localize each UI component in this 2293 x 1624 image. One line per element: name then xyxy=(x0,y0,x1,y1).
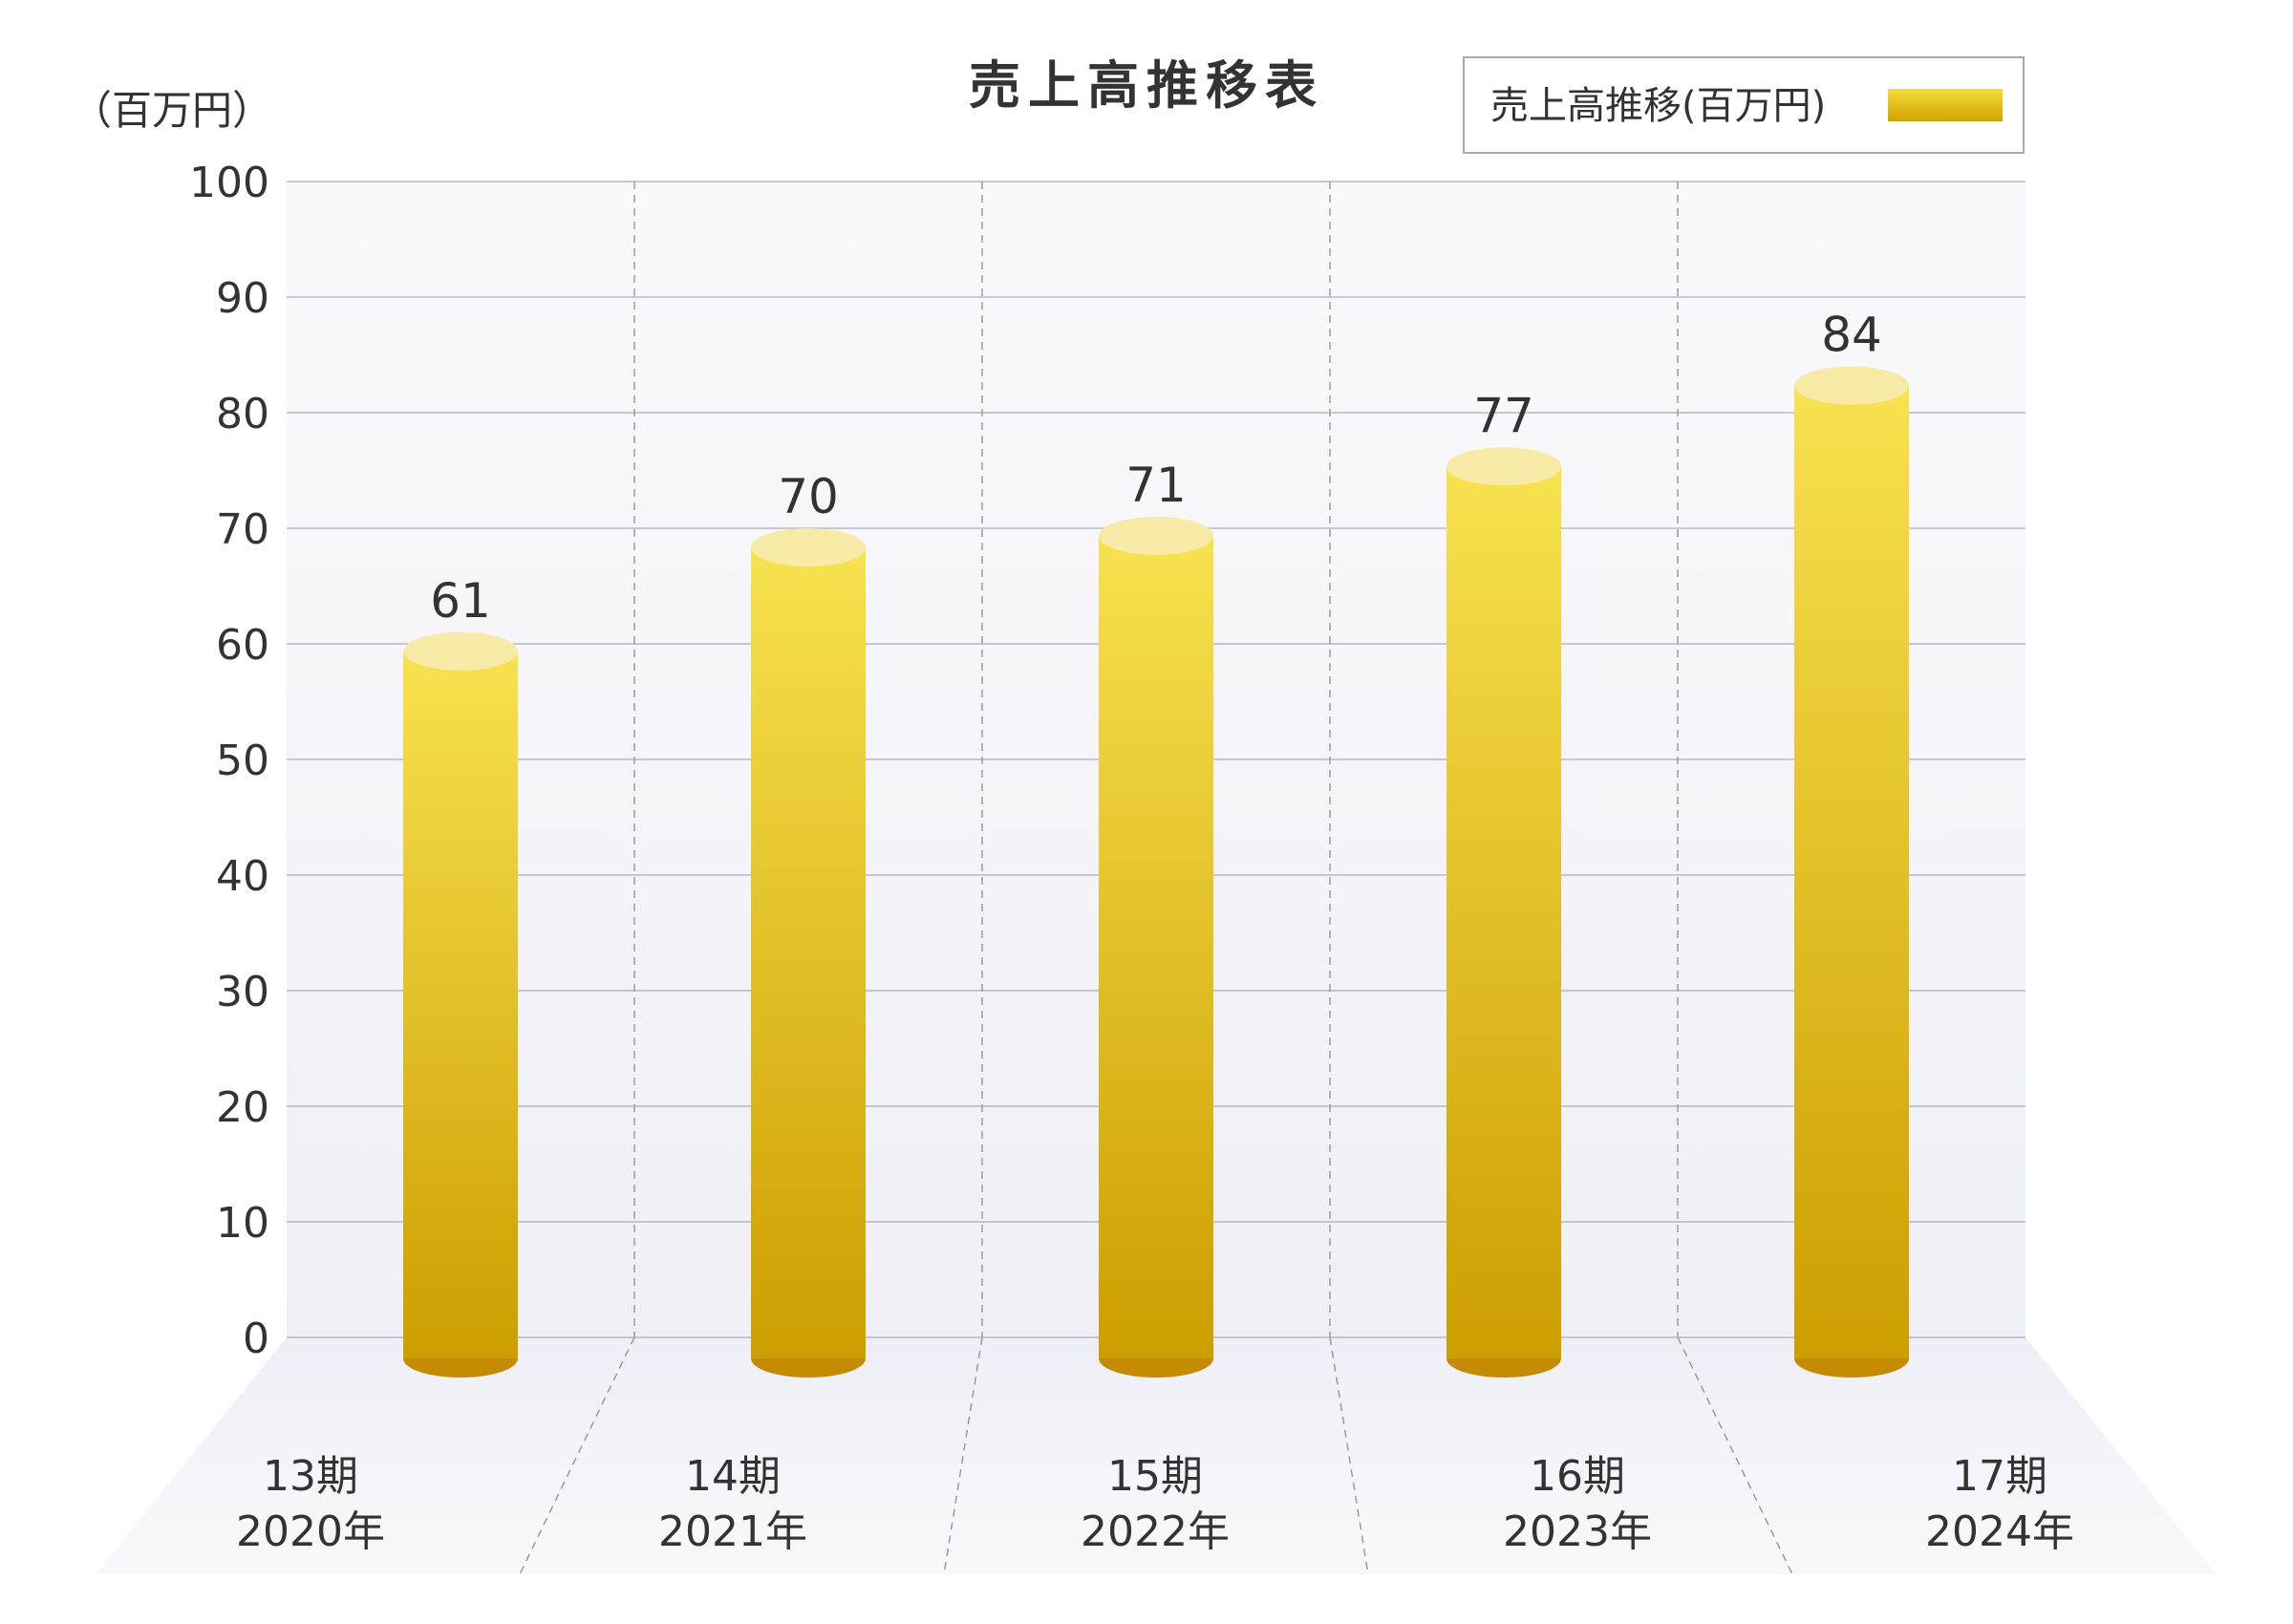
y-tick-label: 50 xyxy=(216,737,269,785)
value-label: 84 xyxy=(1821,308,1882,363)
plot-floor xyxy=(96,1337,2217,1574)
y-tick-label: 100 xyxy=(189,159,269,207)
y-tick-label: 60 xyxy=(216,621,269,670)
x-axis-labels: 13期 2020年 14期 2021年 15期 2022年 16期 2023年 17期 2024年 xyxy=(236,1452,2074,1556)
y-tick-label: 90 xyxy=(216,274,269,323)
y-tick-label: 40 xyxy=(216,852,269,901)
x-tick-label-year: 2023年 xyxy=(1503,1507,1652,1556)
value-label: 70 xyxy=(778,469,839,524)
bar xyxy=(1447,466,1561,1358)
legend: 売上高推移(百万円) xyxy=(1463,56,2025,154)
y-axis-ticks: 0 10 20 30 40 50 60 70 80 90 100 xyxy=(189,159,269,1363)
value-labels: 61 70 71 77 84 xyxy=(430,308,1882,629)
bar-cap xyxy=(1099,516,1213,555)
bar xyxy=(751,547,866,1358)
bar xyxy=(1099,535,1213,1358)
legend-label: 売上高推移(百万円) xyxy=(1490,84,1826,128)
value-label: 71 xyxy=(1125,458,1187,513)
y-tick-label: 0 xyxy=(243,1314,269,1363)
divider-floor-line xyxy=(519,1336,635,1575)
x-tick-label-year: 2022年 xyxy=(1081,1507,1230,1556)
value-label: 77 xyxy=(1473,388,1534,443)
bar-cap xyxy=(1794,366,1909,405)
bar-cap xyxy=(751,528,866,566)
x-tick-label-year: 2021年 xyxy=(658,1507,807,1556)
x-tick-label-period: 16期 xyxy=(1530,1452,1625,1501)
y-tick-label: 80 xyxy=(216,390,269,438)
chart-title: 売上高推移表 xyxy=(969,55,1324,116)
bar xyxy=(1794,385,1909,1359)
bar-cap xyxy=(403,631,518,671)
legend-swatch xyxy=(1888,89,2003,121)
y-tick-label: 70 xyxy=(216,505,269,554)
category-dividers xyxy=(519,182,1793,1575)
x-tick-label-year: 2020年 xyxy=(236,1507,385,1556)
x-tick-label-period: 15期 xyxy=(1107,1452,1203,1501)
value-label: 61 xyxy=(430,573,491,629)
x-tick-label-period: 17期 xyxy=(1952,1452,2047,1501)
x-tick-label-period: 13期 xyxy=(263,1452,358,1501)
divider-floor-line xyxy=(1677,1336,1793,1575)
y-tick-label: 30 xyxy=(216,968,269,1016)
y-tick-label: 10 xyxy=(216,1199,269,1248)
bars xyxy=(403,366,1909,1378)
x-tick-label-period: 14期 xyxy=(685,1452,781,1501)
y-axis-unit: （百万円） xyxy=(72,87,272,134)
bar xyxy=(403,651,518,1358)
bar-cap xyxy=(1447,447,1561,486)
y-tick-label: 20 xyxy=(216,1083,269,1132)
x-tick-label-year: 2024年 xyxy=(1925,1507,2074,1556)
